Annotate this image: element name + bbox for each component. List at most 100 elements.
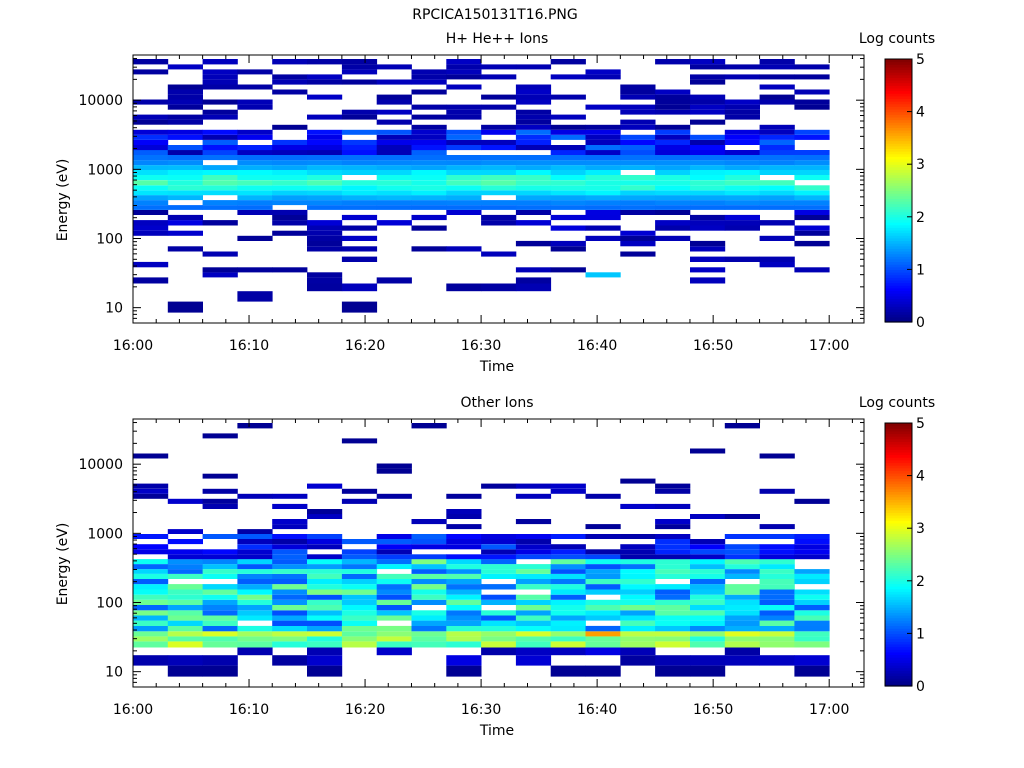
heatmap-cell — [133, 559, 169, 565]
heatmap-cell — [376, 549, 412, 555]
heatmap-cell — [550, 175, 586, 181]
heatmap-cell — [690, 99, 726, 105]
colorbar-segment — [885, 282, 912, 286]
colorbar-segment — [885, 264, 912, 268]
heatmap-cell — [515, 94, 552, 100]
heatmap-cell — [446, 610, 482, 616]
heatmap-cell — [307, 277, 343, 284]
heatmap-cell — [376, 594, 412, 600]
heatmap-cell — [237, 539, 273, 545]
heatmap-cell — [515, 573, 552, 579]
heatmap-cell — [655, 99, 691, 105]
heatmap-cell — [585, 200, 621, 206]
heatmap-cell — [794, 160, 830, 166]
heatmap-cell — [515, 119, 552, 125]
colorbar-segment — [885, 507, 912, 511]
colorbar-segment — [885, 172, 912, 176]
heatmap-cell — [167, 564, 203, 570]
heatmap-cell — [341, 539, 378, 545]
colorbar-segment — [885, 580, 912, 585]
heatmap-cell — [167, 195, 203, 201]
heatmap-cell — [655, 205, 691, 210]
heatmap-cell — [481, 594, 517, 600]
y-axis-label: Energy (eV) — [55, 523, 71, 606]
heatmap-cells — [133, 423, 830, 677]
heatmap-cell — [237, 209, 273, 215]
x-tick-label: 16:10 — [229, 338, 269, 354]
x-axis-label: Time — [479, 723, 514, 739]
heatmap-cell — [376, 615, 412, 621]
heatmap-cell — [202, 170, 238, 175]
heatmap-cell — [133, 261, 169, 268]
heatmap-cell — [794, 578, 830, 585]
heatmap-cell — [272, 124, 308, 130]
heatmap-cell — [446, 578, 482, 585]
heatmap-cell — [307, 539, 343, 545]
heatmap-cell — [620, 569, 656, 574]
heatmap-cell — [620, 615, 656, 621]
colorbar-segment — [885, 667, 912, 671]
colorbar-segment — [885, 570, 912, 574]
heatmap-cell — [202, 625, 238, 632]
heatmap-cell — [759, 99, 795, 105]
heatmap-cell — [376, 631, 412, 637]
heatmap-cell — [655, 185, 691, 191]
heatmap-cell — [133, 175, 169, 181]
heatmap-cell — [411, 225, 447, 231]
heatmap-cell — [724, 155, 760, 161]
colorbar-segment — [885, 541, 912, 545]
heatmap-cell — [307, 509, 343, 515]
y-tick-label: 10 — [105, 665, 123, 681]
heatmap-cell — [515, 631, 552, 637]
colorbar-segment — [885, 274, 912, 278]
heatmap-cell — [759, 165, 795, 170]
heatmap-cell — [690, 109, 726, 115]
colorbar-segment — [885, 295, 912, 299]
heatmap-cell — [202, 200, 238, 206]
heatmap-cell — [515, 534, 552, 539]
colorbar-segment — [885, 132, 912, 136]
heatmap-cell — [724, 564, 760, 570]
y-axis: 10 100 1000 10000 — [78, 422, 864, 688]
heatmap-cell — [202, 488, 238, 494]
colorbar-segment — [885, 87, 912, 92]
colorbar-segment — [885, 601, 912, 606]
heatmap-cell — [411, 69, 447, 75]
heatmap-cell — [237, 529, 273, 534]
heatmap-cell — [655, 573, 691, 579]
colorbar-segment — [885, 130, 912, 134]
heatmap-cell — [759, 160, 795, 166]
heatmap-cells — [133, 59, 830, 313]
heatmap-cell — [724, 114, 760, 120]
heatmap-cell — [585, 599, 621, 605]
heatmap-cell — [794, 104, 830, 110]
heatmap-cell — [341, 145, 378, 151]
heatmap-cell — [307, 641, 343, 648]
heatmap-cell — [690, 220, 726, 226]
heatmap-cell — [724, 534, 760, 539]
colorbar-segment — [885, 622, 912, 627]
heatmap-cell — [655, 594, 691, 600]
heatmap-cell — [515, 160, 552, 166]
colorbar-segment — [885, 475, 912, 479]
colorbar-segment — [885, 633, 912, 637]
heatmap-cell — [272, 220, 308, 226]
heatmap-cell — [759, 190, 795, 196]
colorbar-segment — [885, 530, 912, 535]
heatmap-cell — [446, 104, 482, 110]
colorbar-segment — [885, 266, 912, 270]
heatmap-cell — [690, 655, 726, 666]
heatmap-cell — [724, 104, 760, 110]
heatmap-cell — [655, 195, 691, 201]
x-axis: 16:00 16:10 16:20 16:30 16:40 16:50 17:00 — [113, 419, 853, 718]
heatmap-cell — [550, 599, 586, 605]
heatmap-cell — [237, 594, 273, 600]
colorbar-segment — [885, 303, 912, 307]
heatmap-cell — [307, 283, 343, 292]
heatmap-cell — [585, 129, 621, 135]
colorbar-segment — [885, 617, 912, 621]
heatmap-cell — [759, 544, 795, 550]
heatmap-cell — [550, 549, 586, 555]
heatmap-cell — [133, 589, 169, 595]
panel-title: Other Ions — [460, 395, 533, 411]
